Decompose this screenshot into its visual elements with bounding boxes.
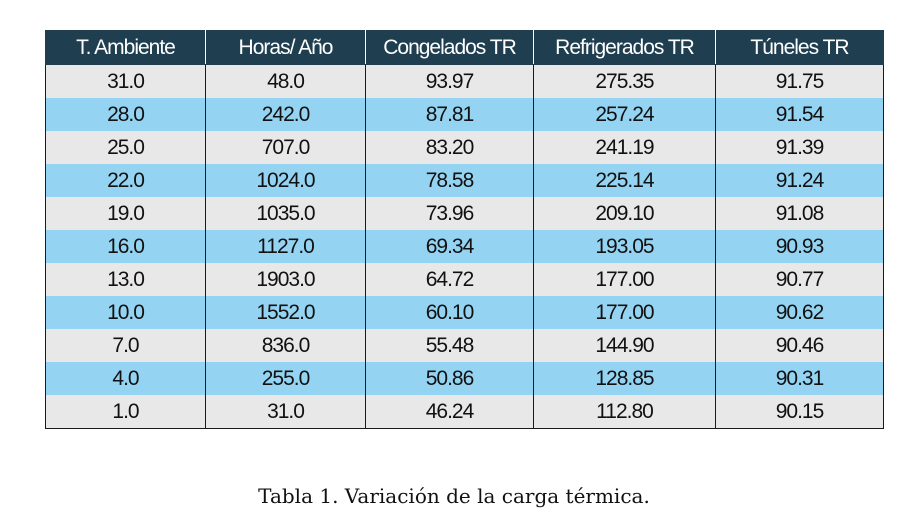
cell-ambient-temp: 31.0 [45, 64, 206, 98]
cell-frozen-tr: 69.34 [365, 230, 534, 263]
cell-tunnels-tr: 91.75 [715, 64, 884, 98]
cell-hours-per-year: 1903.0 [205, 263, 366, 296]
cell-ambient-temp: 4.0 [45, 362, 206, 395]
table-row: 31.0 48.0 93.97 275.35 91.75 [45, 64, 884, 98]
cell-ambient-temp: 13.0 [45, 263, 206, 296]
cell-frozen-tr: 83.20 [365, 131, 534, 164]
cell-tunnels-tr: 90.93 [715, 230, 884, 263]
cell-hours-per-year: 255.0 [205, 362, 366, 395]
header-ambient-temp: T. Ambiente [45, 30, 206, 65]
cell-refrigerated-tr: 193.05 [533, 230, 716, 263]
thermal-load-table: T. Ambiente Horas/ Año Congelados TR Ref… [45, 30, 884, 429]
cell-ambient-temp: 19.0 [45, 197, 206, 230]
cell-hours-per-year: 1035.0 [205, 197, 366, 230]
thermal-load-table-container: T. Ambiente Horas/ Año Congelados TR Ref… [45, 30, 884, 429]
cell-refrigerated-tr: 257.24 [533, 98, 716, 131]
cell-tunnels-tr: 90.15 [715, 395, 884, 429]
table-body: 31.0 48.0 93.97 275.35 91.75 28.0 242.0 87.81 25… [45, 64, 884, 429]
cell-refrigerated-tr: 209.10 [533, 197, 716, 230]
cell-tunnels-tr: 90.31 [715, 362, 884, 395]
cell-ambient-temp: 10.0 [45, 296, 206, 329]
cell-frozen-tr: 87.81 [365, 98, 534, 131]
table-caption: Tabla 1. Variación de la carga térmica. [258, 484, 650, 508]
cell-frozen-tr: 46.24 [365, 395, 534, 429]
cell-ambient-temp: 1.0 [45, 395, 206, 429]
cell-refrigerated-tr: 241.19 [533, 131, 716, 164]
cell-refrigerated-tr: 177.00 [533, 263, 716, 296]
header-tunnels-tr: Túneles TR [715, 30, 884, 65]
cell-frozen-tr: 93.97 [365, 64, 534, 98]
cell-refrigerated-tr: 112.80 [533, 395, 716, 429]
cell-tunnels-tr: 91.24 [715, 164, 884, 197]
cell-hours-per-year: 1024.0 [205, 164, 366, 197]
table-row: 13.0 1903.0 64.72 177.00 90.77 [45, 263, 884, 296]
cell-refrigerated-tr: 177.00 [533, 296, 716, 329]
table-header: T. Ambiente Horas/ Año Congelados TR Ref… [45, 30, 884, 65]
cell-frozen-tr: 55.48 [365, 329, 534, 362]
cell-tunnels-tr: 90.62 [715, 296, 884, 329]
cell-refrigerated-tr: 128.85 [533, 362, 716, 395]
cell-hours-per-year: 31.0 [205, 395, 366, 429]
cell-refrigerated-tr: 144.90 [533, 329, 716, 362]
table-row: 4.0 255.0 50.86 128.85 90.31 [45, 362, 884, 395]
cell-frozen-tr: 50.86 [365, 362, 534, 395]
header-frozen-tr: Congelados TR [365, 30, 534, 65]
table-row: 1.0 31.0 46.24 112.80 90.15 [45, 395, 884, 429]
cell-ambient-temp: 22.0 [45, 164, 206, 197]
table-row: 22.0 1024.0 78.58 225.14 91.24 [45, 164, 884, 197]
header-row: T. Ambiente Horas/ Año Congelados TR Ref… [45, 30, 884, 65]
header-refrigerated-tr: Refrigerados TR [533, 30, 716, 65]
cell-tunnels-tr: 91.54 [715, 98, 884, 131]
table-row: 10.0 1552.0 60.10 177.00 90.62 [45, 296, 884, 329]
cell-hours-per-year: 1552.0 [205, 296, 366, 329]
table-row: 16.0 1127.0 69.34 193.05 90.93 [45, 230, 884, 263]
cell-tunnels-tr: 91.39 [715, 131, 884, 164]
table-row: 7.0 836.0 55.48 144.90 90.46 [45, 329, 884, 362]
cell-tunnels-tr: 91.08 [715, 197, 884, 230]
table-row: 28.0 242.0 87.81 257.24 91.54 [45, 98, 884, 131]
cell-ambient-temp: 28.0 [45, 98, 206, 131]
cell-hours-per-year: 836.0 [205, 329, 366, 362]
table-row: 25.0 707.0 83.20 241.19 91.39 [45, 131, 884, 164]
cell-frozen-tr: 78.58 [365, 164, 534, 197]
header-hours-per-year: Horas/ Año [205, 30, 366, 65]
cell-hours-per-year: 48.0 [205, 64, 366, 98]
cell-ambient-temp: 25.0 [45, 131, 206, 164]
cell-frozen-tr: 64.72 [365, 263, 534, 296]
cell-hours-per-year: 242.0 [205, 98, 366, 131]
cell-hours-per-year: 1127.0 [205, 230, 366, 263]
cell-refrigerated-tr: 275.35 [533, 64, 716, 98]
cell-tunnels-tr: 90.77 [715, 263, 884, 296]
cell-frozen-tr: 60.10 [365, 296, 534, 329]
cell-tunnels-tr: 90.46 [715, 329, 884, 362]
cell-ambient-temp: 16.0 [45, 230, 206, 263]
cell-frozen-tr: 73.96 [365, 197, 534, 230]
table-row: 19.0 1035.0 73.96 209.10 91.08 [45, 197, 884, 230]
cell-ambient-temp: 7.0 [45, 329, 206, 362]
cell-refrigerated-tr: 225.14 [533, 164, 716, 197]
cell-hours-per-year: 707.0 [205, 131, 366, 164]
